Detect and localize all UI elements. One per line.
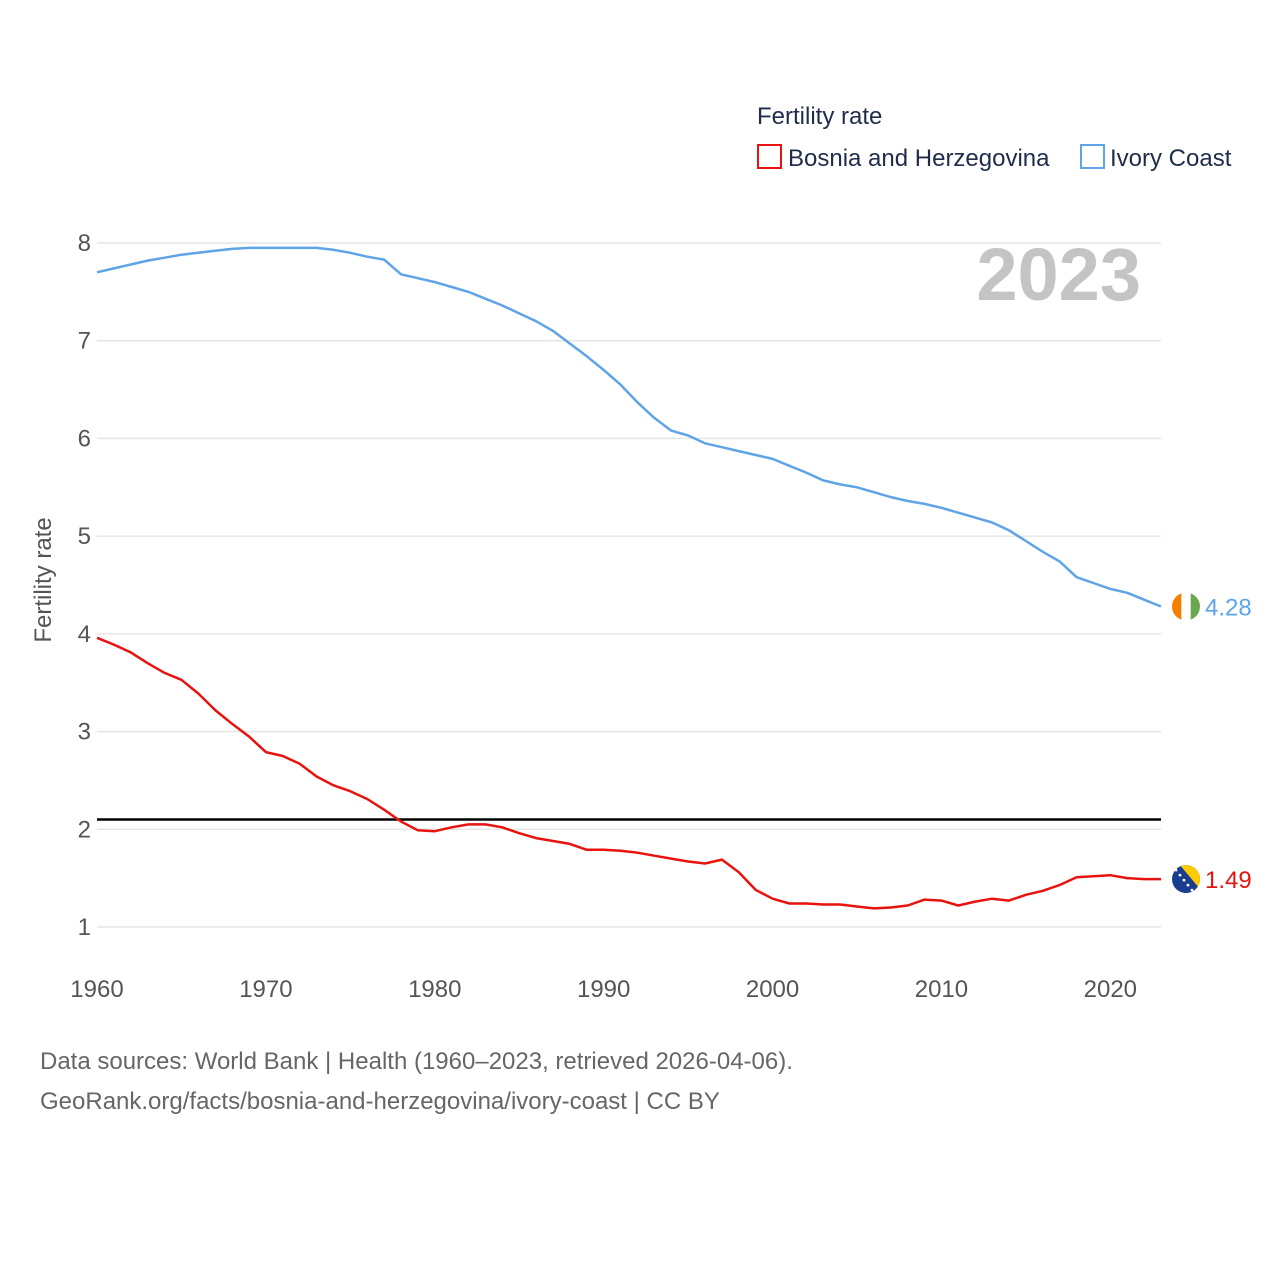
x-tick-label: 2010: [915, 976, 968, 1003]
end-value-bosnia: 1.49: [1205, 867, 1252, 894]
gridlines: [97, 242, 1161, 928]
data-source-text: Data sources: World Bank | Health (1960–…: [40, 1048, 793, 1075]
legend-label-ivory-coast[interactable]: Ivory Coast: [1110, 145, 1232, 172]
footer: Data sources: World Bank | Health (1960–…: [40, 1042, 793, 1122]
year-label: 2023: [976, 233, 1141, 316]
series-line-bosnia[interactable]: [96, 636, 1161, 910]
legend-title: Fertility rate: [757, 103, 882, 130]
x-tick-label: 1970: [239, 976, 292, 1003]
x-tick-label: 2020: [1084, 976, 1137, 1003]
x-axis-ticks: 1960 1970 1980 1990 2000 2010 2020: [70, 976, 1137, 1003]
legend-swatch-bosnia[interactable]: [757, 144, 782, 169]
series-line-ivory-coast[interactable]: [96, 246, 1162, 608]
legend-label-bosnia[interactable]: Bosnia and Herzegovina: [788, 145, 1050, 172]
credit-link[interactable]: GeoRank.org/facts/bosnia-and-herzegovina…: [40, 1088, 720, 1115]
y-tick-label: 3: [78, 719, 91, 746]
x-tick-label: 1980: [408, 976, 461, 1003]
y-tick-label: 5: [78, 523, 91, 550]
y-tick-label: 7: [78, 328, 91, 355]
x-tick-label: 1990: [577, 976, 630, 1003]
y-tick-label: 2: [78, 816, 91, 843]
x-tick-label: 1960: [70, 976, 123, 1003]
x-tick-label: 2000: [746, 976, 799, 1003]
y-axis-ticks: 1 2 3 4 5 6 7 8: [78, 230, 91, 941]
chart: Fertility rate Bosnia and Herzegovina Iv…: [30, 103, 1252, 1003]
y-tick-label: 1: [78, 914, 91, 941]
y-tick-label: 6: [78, 425, 91, 452]
y-tick-label: 4: [78, 621, 91, 648]
y-tick-label: 8: [78, 230, 91, 257]
bosnia-flag-icon: [1172, 865, 1200, 894]
end-value-ivory-coast: 4.28: [1205, 595, 1252, 622]
legend: Fertility rate Bosnia and Herzegovina Iv…: [757, 103, 1232, 172]
y-axis-title: Fertility rate: [30, 517, 57, 642]
ivory-coast-flag-icon: [1172, 592, 1200, 621]
legend-swatch-ivory-coast[interactable]: [1080, 144, 1105, 169]
